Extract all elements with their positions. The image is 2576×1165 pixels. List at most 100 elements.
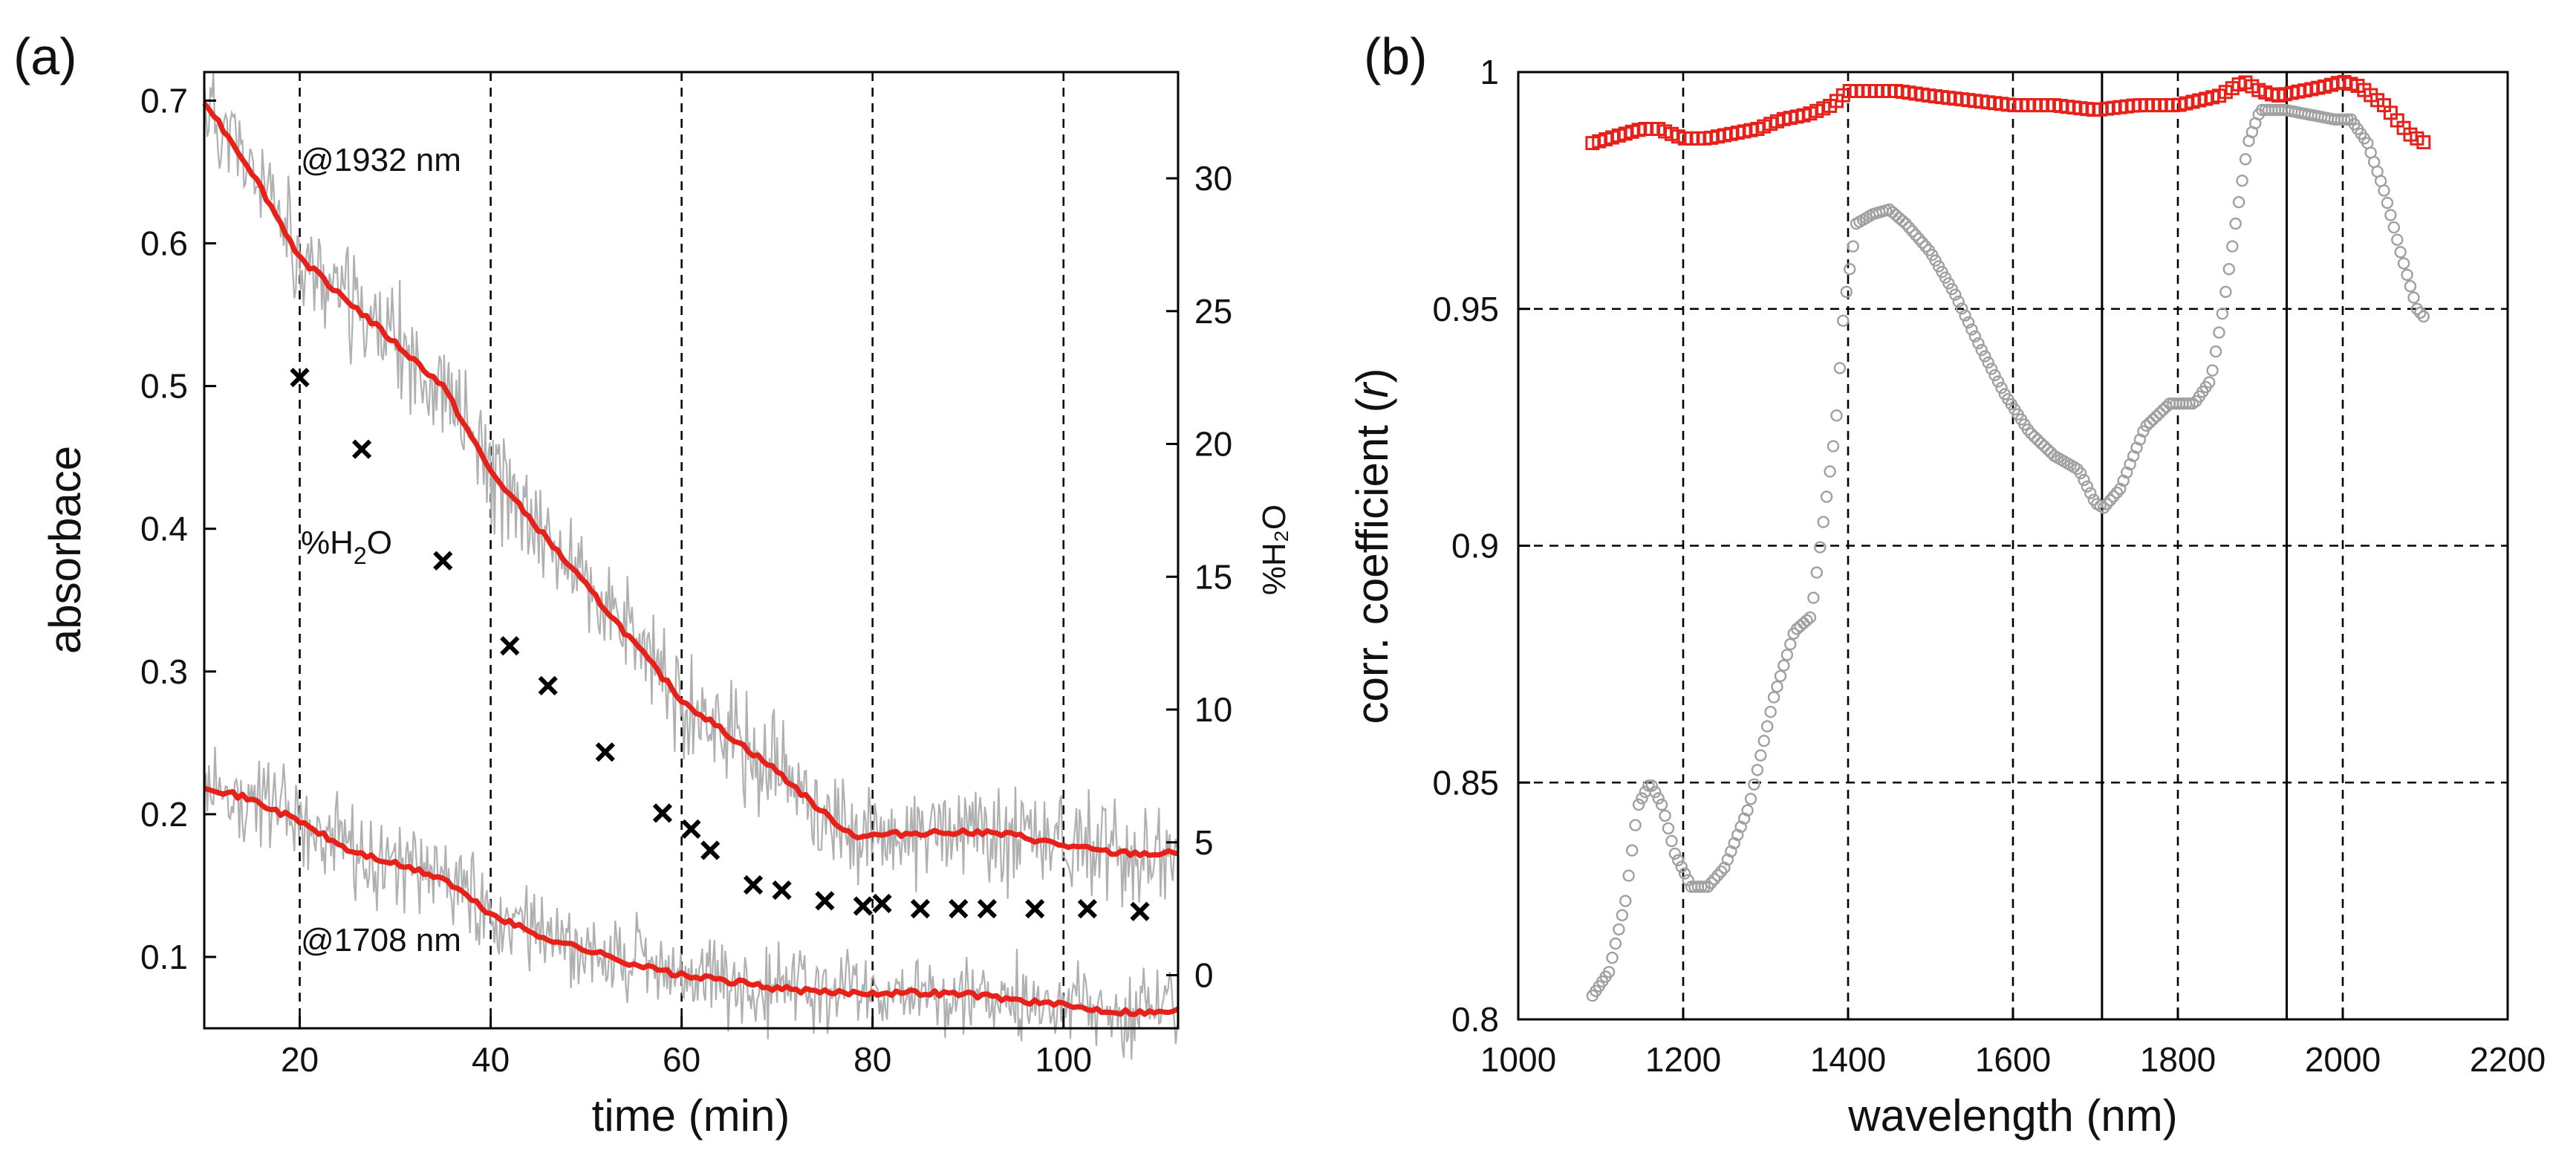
gray-circle-marker [1632,798,1645,811]
panel-b-ytick-label: 0.8 [1451,1000,1499,1039]
gray-circle-marker [1702,880,1714,893]
gray-circle-marker [2081,480,2094,493]
gray-circle-marker [1678,867,1691,880]
gray-circle-marker [2107,490,2120,503]
gray-circle-marker [2147,413,2159,426]
h2o-marker [595,742,615,762]
gray-circle-marker [1760,720,1774,733]
panel-b-label: (b) [1364,27,1428,85]
gray-circle-marker [1847,240,1859,253]
gray-circle-marker [1665,834,1678,848]
gray-circle-marker [2222,263,2236,276]
panel-a-xlabel: time (min) [592,1091,790,1140]
panel-b-xtick-label: 1800 [2140,1040,2216,1079]
panel-a-ytick-label: 0.1 [140,938,188,976]
gray-circle-marker [1833,362,1847,374]
gray-circle-marker [1824,465,1836,478]
h2o-marker [1077,899,1098,919]
h2o-marker [743,874,764,895]
gray-circle-marker [2378,184,2390,197]
panel-b-gridlines [1518,72,2508,1019]
smoothed-line-1 [204,785,1180,1017]
gray-circle-marker [1906,225,1919,238]
gray-circle-marker [1682,874,1694,886]
panel-a-ytick-label: 0.4 [140,510,188,548]
gray-circle-marker [1899,217,1912,230]
gray-circle-marker [2110,486,2124,499]
gray-circle-marker [1801,614,1813,627]
panel-a-axes-frame [203,71,1180,1030]
gray-circle-marker [2097,502,2110,514]
panel-b-xtick-label: 1200 [1645,1040,1721,1079]
gray-circle-marker [2404,280,2417,293]
panel-a-label: (a) [13,27,77,85]
panel-a-xtick-label: 40 [472,1040,510,1079]
red-square-marker [2416,134,2431,149]
gray-circle-marker [1810,566,1824,579]
gray-circle-marker [1988,369,2001,382]
panel-a-y2tick-label: 10 [1194,690,1232,729]
h2o-marker [949,899,969,919]
gray-circle-marker [2041,443,2054,456]
gray-circle-marker [1748,778,1760,791]
gray-circle-marker [1837,314,1850,327]
h2o-marker [910,899,931,919]
gray-circle-marker [1655,798,1668,811]
gray-circle-marker [2232,195,2245,209]
gray-circle-marker [1639,785,1652,799]
panel-b-ylabel: corr. coefficient (r) [1347,368,1397,724]
gray-circle-marker [1751,764,1764,776]
h2o-marker [815,891,835,911]
gray-circle-marker [2239,153,2252,166]
gray-circle-marker [2025,427,2037,440]
gray-circle-marker [1991,375,2005,388]
panel-a-ylabel: absorbace [40,446,90,654]
gray-circle-marker [2401,268,2413,282]
gray-circle-marker [1645,779,1659,792]
gray-circle-marker [1659,809,1671,822]
gray-circle-marker [1642,779,1655,792]
gray-circle-marker [1820,490,1833,503]
gray-circle-marker [1919,240,1932,253]
gray-circle-marker [2150,410,2163,423]
gray-circle-marker [1662,822,1675,835]
panel-a-series-lines [202,101,1180,1017]
panel-b-red-series [1585,74,2431,151]
gray-circle-marker [1741,804,1754,817]
h2o-marker [351,439,372,459]
gray-circle-marker [2101,498,2113,510]
gray-circle-marker [1902,221,1916,234]
gray-circle-marker [2144,416,2156,429]
gray-circle-marker [1975,343,1988,357]
gray-circle-marker [2084,487,2097,499]
gray-circle-marker [2104,494,2117,507]
gray-circle-marker [1913,233,1925,245]
gray-circle-marker [1774,669,1787,683]
gray-circle-marker [1705,877,1717,889]
gray-circle-marker [1840,285,1853,298]
gray-circle-marker [1771,681,1783,693]
gray-circle-marker [1619,895,1632,907]
h2o-marker [500,636,520,656]
gray-circle-marker [2394,246,2407,259]
panel-a-xtick-label: 80 [853,1040,891,1079]
gray-circle-marker [2391,233,2404,246]
h2o-marker [853,896,873,916]
panel-b-xtick-label: 1600 [1975,1040,2051,1079]
panel-a-y2tick-label: 5 [1194,823,1214,862]
h2o-marker [538,675,558,695]
panel-a-ytick-label: 0.2 [140,795,188,834]
gray-circle-marker [1649,785,1662,799]
gray-circle-marker [1698,880,1711,893]
gray-circle-marker [2219,285,2232,298]
gray-circle-marker [2032,433,2044,447]
gray-circle-marker [2417,310,2430,323]
gray-circle-marker [1711,869,1724,882]
gray-circle-marker [1803,611,1817,624]
panel-b-xtick-label: 1000 [1480,1040,1556,1079]
gray-circle-marker [1744,793,1757,805]
panel-a-ytick-label: 0.7 [140,81,188,120]
gray-circle-marker [1757,735,1771,747]
panel-a-y2tick-label: 15 [1194,557,1232,596]
h2o-marker [977,899,998,919]
